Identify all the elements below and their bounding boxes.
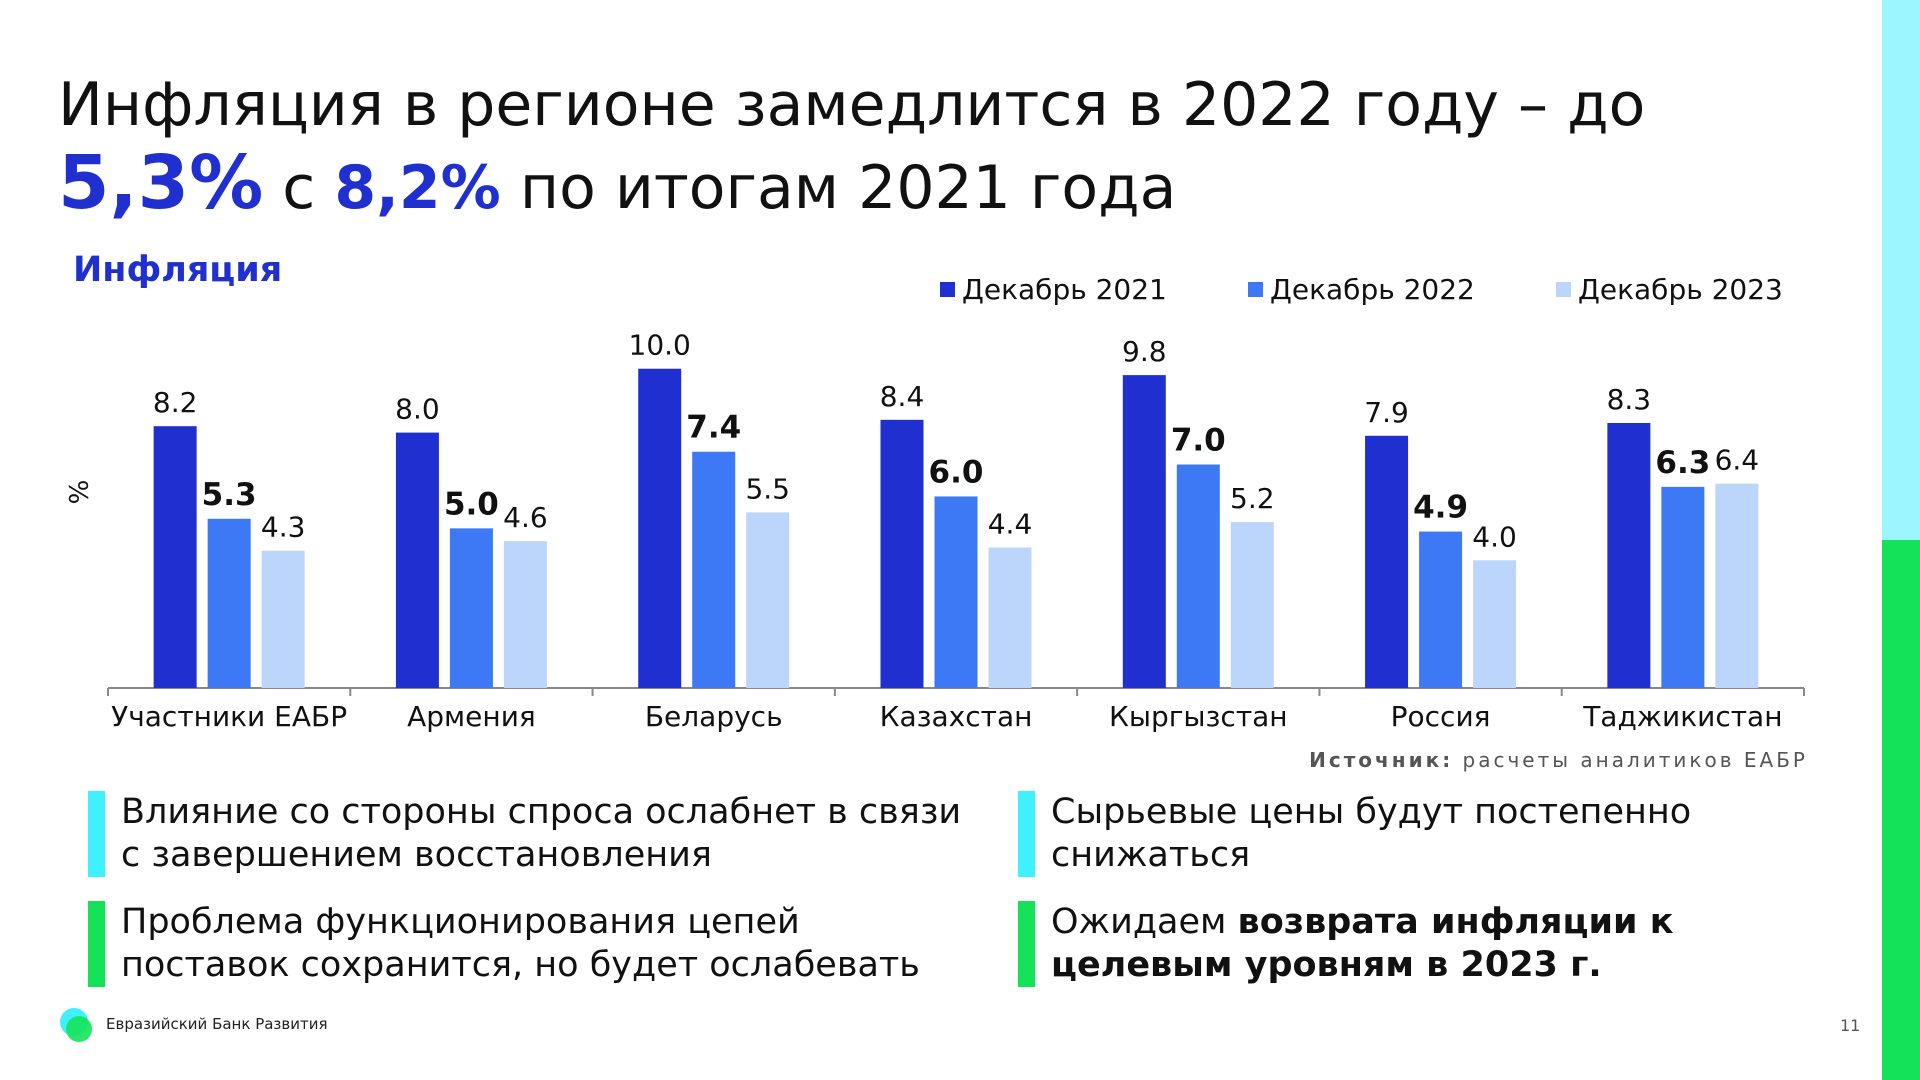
- data-label: 4.9: [1413, 490, 1468, 526]
- bar-2: [1661, 486, 1705, 688]
- x-tick-label: Кыргызстан: [1109, 700, 1288, 733]
- data-label: 8.3: [1607, 383, 1652, 416]
- data-label: 8.2: [153, 386, 198, 419]
- bar-1: [1365, 435, 1409, 688]
- data-label: 10.0: [629, 329, 691, 362]
- footer-logo: Евразийский Банк Развития: [58, 1006, 328, 1042]
- bullet-marker-cyan: [88, 791, 105, 877]
- legend-swatch: [1248, 282, 1263, 297]
- bullet-demand: Влияние со стороны спроса ослабнет в свя…: [88, 791, 968, 877]
- bullet-text: Влияние со стороны спроса ослабнет в свя…: [121, 792, 962, 875]
- legend-swatch: [940, 282, 955, 297]
- data-label: 5.5: [745, 472, 790, 505]
- bar-3: [503, 541, 547, 688]
- title-highlight-2021: 8,2%: [334, 153, 501, 223]
- bar-3: [261, 550, 305, 688]
- data-label: 4.4: [988, 508, 1033, 541]
- data-label: 7.0: [1171, 423, 1226, 459]
- page-number: 11: [1840, 1016, 1861, 1035]
- bullet-marker-green: [88, 901, 105, 987]
- data-label: 6.4: [1715, 444, 1760, 477]
- legend-swatch: [1556, 282, 1571, 297]
- bullet-supply-chains: Проблема функционирования цепей поставок…: [88, 901, 968, 987]
- bullet-text-plain: Ожидаем: [1051, 902, 1238, 942]
- bar-3: [988, 547, 1032, 688]
- x-tick-label: Участники ЕАБР: [111, 700, 347, 733]
- x-tick-label: Армения: [407, 700, 536, 733]
- data-label: 8.0: [395, 393, 440, 426]
- bullet-text-bold: возврата инфляции к целевым уровням в 20…: [1051, 902, 1674, 985]
- bullet-inflation-target: Ожидаем возврата инфляции к целевым уров…: [1018, 901, 1798, 987]
- bar-1: [1607, 423, 1651, 688]
- bullet-text: Проблема функционирования цепей поставок…: [121, 902, 920, 985]
- bar-2: [934, 496, 978, 688]
- source-note: Источник: расчеты аналитиков ЕАБР: [1309, 748, 1808, 772]
- data-label: 6.3: [1655, 445, 1710, 481]
- chart-heading: Инфляция: [73, 250, 283, 290]
- bullet-text: Ожидаем возврата инфляции к целевым уров…: [1051, 901, 1798, 987]
- bar-2: [449, 528, 493, 688]
- y-axis-label: %: [65, 480, 95, 505]
- title-part-3: по итогам 2021 года: [500, 153, 1177, 223]
- bullet-text: Сырьевые цены будут постепенно снижаться: [1051, 792, 1692, 875]
- bar-2: [1419, 531, 1463, 688]
- bar-1: [1122, 375, 1166, 688]
- x-tick-label: Россия: [1391, 700, 1491, 733]
- bar-1: [395, 432, 439, 688]
- data-label: 7.4: [686, 410, 741, 446]
- bar-3: [746, 512, 790, 688]
- legend-label: Декабрь 2023: [1578, 273, 1783, 306]
- eadb-logo-icon: [58, 1006, 94, 1042]
- data-label: 5.3: [202, 477, 257, 513]
- bar-3: [1473, 560, 1517, 688]
- data-label: 4.6: [503, 501, 548, 534]
- x-tick-label: Беларусь: [645, 700, 783, 733]
- legend-label: Декабрь 2021: [962, 273, 1167, 306]
- bullet-commodity-prices: Сырьевые цены будут постепенно снижаться: [1018, 791, 1798, 877]
- logo-text: Евразийский Банк Развития: [106, 1015, 328, 1033]
- data-label: 5.0: [444, 486, 499, 522]
- slide-title: Инфляция в регионе замедлится в 2022 год…: [58, 66, 1858, 227]
- data-label: 4.3: [261, 511, 306, 544]
- bar-2: [1176, 464, 1220, 688]
- side-decoration-strip: [1882, 0, 1920, 1080]
- title-part-2: с: [263, 153, 335, 223]
- data-label: 8.4: [880, 380, 925, 413]
- x-tick-label: Таджикистан: [1582, 700, 1782, 733]
- data-label: 4.0: [1472, 520, 1517, 553]
- bar-2: [692, 451, 736, 688]
- data-label: 6.0: [929, 454, 984, 490]
- source-label: Источник:: [1309, 748, 1454, 772]
- data-label: 5.2: [1230, 482, 1275, 515]
- bar-3: [1715, 483, 1759, 688]
- data-label: 9.8: [1122, 335, 1167, 368]
- x-tick-label: Казахстан: [880, 700, 1033, 733]
- side-strip-green: [1882, 540, 1920, 1080]
- bar-1: [880, 419, 924, 688]
- bar-1: [153, 426, 197, 688]
- legend-label: Декабрь 2022: [1270, 273, 1475, 306]
- bar-1: [638, 368, 682, 688]
- data-label: 7.9: [1364, 396, 1409, 429]
- bar-2: [207, 518, 251, 688]
- title-part-1: Инфляция в регионе замедлится в 2022 год…: [58, 70, 1646, 140]
- source-text: расчеты аналитиков ЕАБР: [1453, 748, 1808, 772]
- side-strip-cyan: [1882, 0, 1920, 540]
- bullet-marker-cyan: [1018, 791, 1035, 877]
- bar-3: [1230, 521, 1274, 688]
- title-highlight-2022: 5,3%: [58, 140, 264, 226]
- bullet-marker-green: [1018, 901, 1035, 987]
